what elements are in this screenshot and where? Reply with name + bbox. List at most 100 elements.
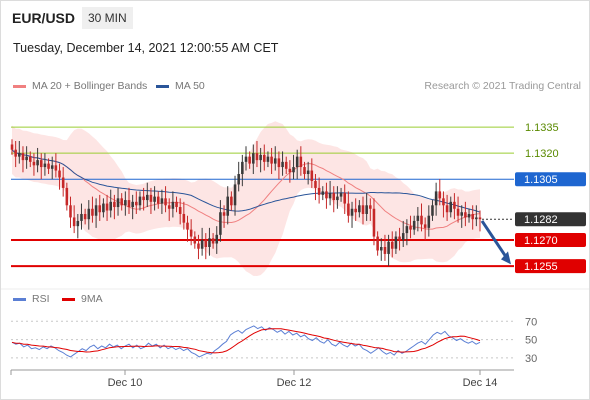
candle-body bbox=[449, 201, 453, 213]
candle-body bbox=[21, 153, 25, 161]
candle-body bbox=[105, 203, 109, 211]
candle-body bbox=[456, 208, 460, 216]
candle-body bbox=[230, 196, 233, 206]
candle-body bbox=[178, 207, 182, 214]
candle-body bbox=[211, 238, 215, 244]
legend-ma50: MA 50 bbox=[156, 80, 205, 92]
candle-body bbox=[50, 165, 54, 169]
level-label-0: 1.1335 bbox=[525, 122, 559, 134]
level-box-5 bbox=[515, 259, 586, 274]
candle-body bbox=[244, 156, 248, 162]
candle-body bbox=[295, 156, 299, 168]
symbol-title: EUR/USD bbox=[12, 10, 76, 26]
candle-body bbox=[310, 170, 314, 181]
candle-body bbox=[412, 220, 416, 230]
candle-body bbox=[336, 196, 339, 201]
candle-body bbox=[94, 205, 98, 216]
candle-body bbox=[25, 156, 28, 161]
candle-body bbox=[171, 201, 175, 209]
candle-body bbox=[314, 180, 317, 188]
candle-body bbox=[321, 191, 325, 195]
candle-body bbox=[142, 196, 145, 201]
candle-body bbox=[401, 233, 405, 241]
candle-body bbox=[10, 144, 14, 150]
rsi-tick-30: 30 bbox=[525, 353, 537, 365]
candle-body bbox=[427, 215, 431, 228]
candle-body bbox=[149, 194, 153, 202]
candle-body bbox=[394, 236, 398, 249]
candle-body bbox=[263, 154, 266, 162]
candle-body bbox=[87, 208, 91, 220]
candle-body bbox=[281, 161, 284, 168]
candle-body bbox=[175, 201, 178, 208]
candle-body bbox=[102, 203, 105, 213]
candle-body bbox=[460, 212, 463, 216]
candle-body bbox=[475, 217, 478, 220]
candle-body bbox=[284, 161, 288, 169]
rsi-ma-line bbox=[11, 328, 481, 354]
candle-body bbox=[248, 156, 251, 164]
projection-arrow-head bbox=[501, 251, 511, 265]
candle-body bbox=[409, 226, 412, 230]
candle-body bbox=[372, 208, 376, 237]
candle-body bbox=[350, 208, 354, 216]
x-tick-label-2: Dec 14 bbox=[463, 377, 498, 389]
candle-body bbox=[332, 193, 336, 201]
candle-body bbox=[69, 205, 72, 218]
candle-body bbox=[226, 196, 229, 216]
rsi-tick-50: 50 bbox=[525, 335, 537, 347]
legend-ma20-label: MA 20 + Bollinger Bands bbox=[32, 80, 148, 92]
candle-body bbox=[91, 208, 94, 216]
candle-body bbox=[36, 160, 39, 166]
candle-body bbox=[43, 163, 47, 168]
legend-rsi-label: RSI bbox=[32, 293, 50, 305]
candle-body bbox=[76, 220, 80, 227]
candle-body bbox=[197, 243, 200, 249]
candle-body bbox=[306, 170, 310, 175]
legend-ma20-swatch bbox=[13, 84, 26, 88]
candle-body bbox=[72, 217, 76, 227]
candle-body bbox=[387, 241, 390, 254]
candle-body bbox=[339, 193, 343, 197]
x-tick-label-1: Dec 12 bbox=[277, 377, 312, 389]
candle-body bbox=[270, 156, 273, 164]
candle-body bbox=[186, 222, 189, 230]
x-tick-label-0: Dec 10 bbox=[108, 377, 143, 389]
candle-body bbox=[182, 213, 186, 223]
legend-rsi: RSI bbox=[13, 293, 50, 305]
candle-body bbox=[83, 213, 87, 220]
candle-body bbox=[167, 205, 171, 209]
candle-body bbox=[383, 246, 387, 254]
candle-body bbox=[80, 213, 83, 221]
candle-body bbox=[252, 153, 255, 164]
candle-body bbox=[292, 167, 295, 173]
candle-body bbox=[299, 156, 303, 168]
candle-body bbox=[61, 177, 65, 188]
ma20-line bbox=[11, 149, 481, 230]
candle-body bbox=[32, 161, 36, 166]
rsi-line bbox=[11, 325, 481, 358]
candle-body bbox=[54, 165, 58, 171]
candle-body bbox=[39, 160, 43, 168]
candle-body bbox=[273, 158, 277, 164]
candle-body bbox=[390, 241, 394, 249]
candle-body bbox=[58, 170, 61, 178]
candle-body bbox=[98, 205, 102, 213]
timeframe-badge[interactable]: 30 MIN bbox=[82, 7, 133, 29]
candle-body bbox=[120, 198, 123, 206]
candle-body bbox=[109, 201, 112, 211]
candle-body bbox=[398, 236, 401, 241]
candle-body bbox=[354, 208, 357, 213]
level-label-4: 1.1270 bbox=[524, 235, 558, 247]
candle-body bbox=[127, 200, 131, 208]
candle-body bbox=[113, 201, 116, 208]
candles bbox=[10, 139, 482, 267]
level-label-3: 1.1282 bbox=[524, 214, 558, 226]
candle-body bbox=[471, 213, 474, 220]
level-box-2 bbox=[515, 172, 586, 187]
level-label-5: 1.1255 bbox=[524, 261, 558, 273]
candle-body bbox=[453, 201, 456, 209]
candle-body bbox=[266, 156, 270, 162]
candle-body bbox=[442, 198, 445, 206]
